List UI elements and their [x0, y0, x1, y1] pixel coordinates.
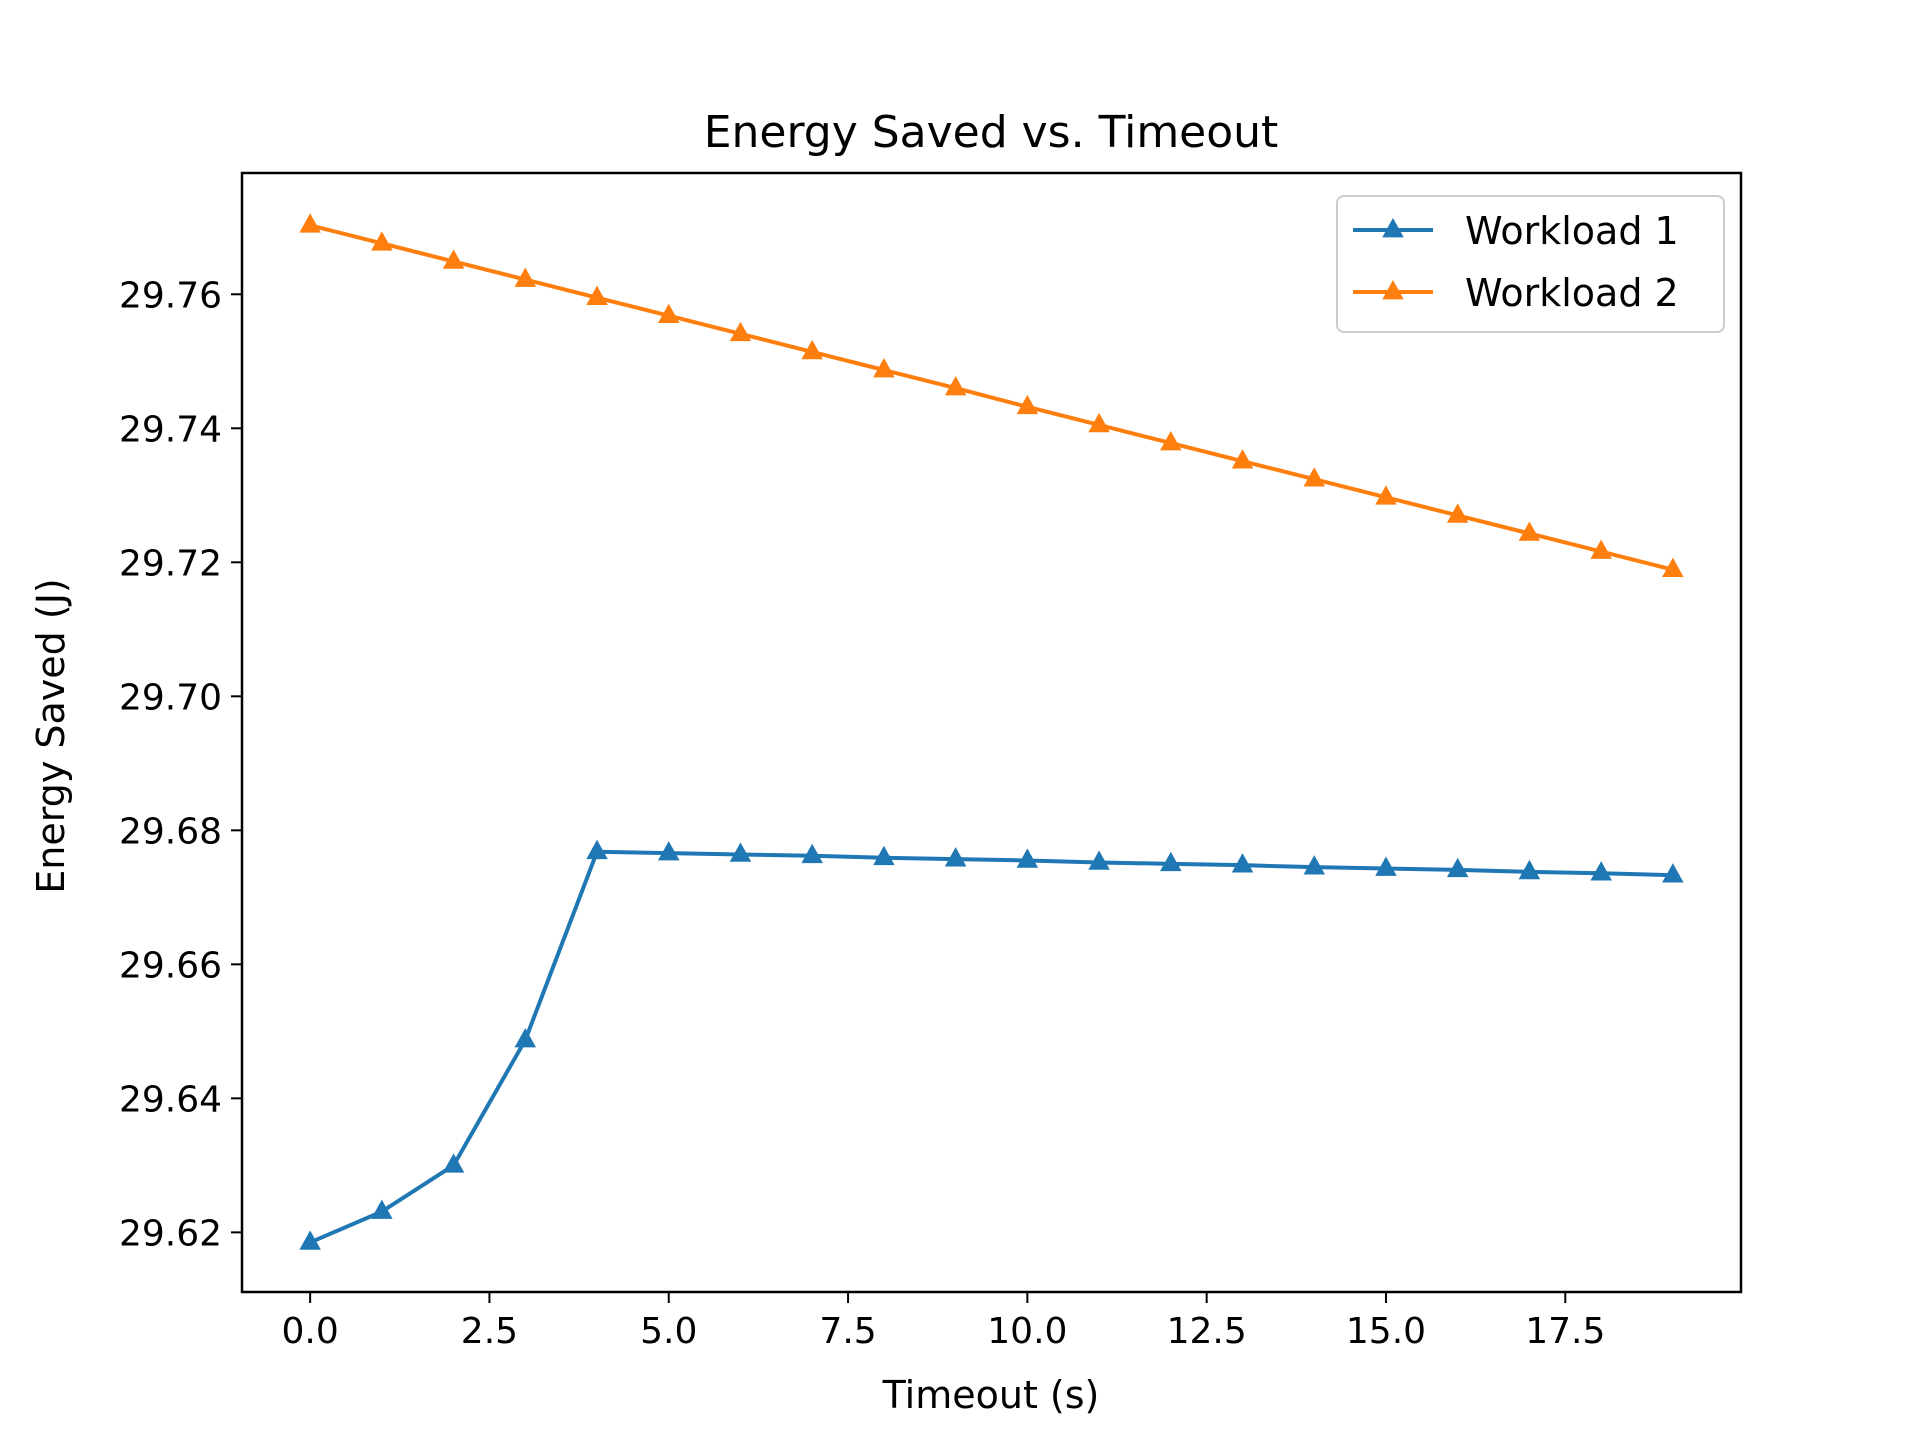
chart-title: Energy Saved vs. Timeout — [704, 107, 1279, 158]
y-tick-label: 29.64 — [119, 1079, 222, 1120]
x-tick-label: 10.0 — [987, 1311, 1067, 1352]
data-point-marker — [1231, 449, 1254, 469]
data-point-marker — [1303, 467, 1326, 487]
legend-label: Workload 2 — [1465, 271, 1679, 315]
data-point-marker — [1303, 855, 1326, 875]
y-tick-label: 29.68 — [119, 811, 222, 852]
series-2 — [299, 213, 1684, 577]
data-point-marker — [657, 841, 680, 861]
data-point-marker — [1590, 539, 1612, 559]
data-point-marker — [1088, 412, 1110, 433]
axes-frame — [240, 171, 1743, 1294]
x-tick-label: 17.5 — [1525, 1311, 1605, 1352]
legend-label: Workload 1 — [1465, 209, 1679, 253]
data-point-marker — [944, 376, 967, 396]
data-point-marker — [442, 249, 465, 269]
data-point-marker — [1088, 850, 1110, 870]
data-point-marker — [1160, 851, 1182, 872]
plot-background — [242, 173, 1741, 1292]
x-axis-label: Timeout (s) — [882, 1373, 1100, 1417]
data-point-marker — [1446, 857, 1469, 878]
x-tick-label: 15.0 — [1346, 1311, 1426, 1352]
legend: Workload 1 Workload 2 — [1336, 195, 1725, 333]
data-point-marker — [873, 845, 895, 866]
y-tick-label: 29.66 — [119, 945, 222, 986]
series-line — [307, 222, 1676, 573]
data-point-marker — [1375, 485, 1397, 505]
data-point-marker — [371, 1199, 393, 1219]
data-point-marker — [299, 1230, 321, 1250]
x-tick-label: 12.5 — [1167, 1311, 1247, 1352]
data-point-marker — [586, 839, 608, 860]
legend-box — [1336, 195, 1725, 333]
data-point-marker — [1662, 557, 1684, 577]
y-tick-label: 29.72 — [119, 543, 222, 584]
x-tick-label: 0.0 — [282, 1311, 339, 1352]
data-point-marker — [1518, 859, 1541, 880]
legend-entry: Workload 1 — [1353, 209, 1679, 253]
data-point-marker — [1590, 861, 1612, 881]
data-point-marker — [801, 339, 823, 360]
data-point-marker — [1518, 521, 1541, 541]
data-point-marker — [586, 285, 608, 305]
axes-layer: 0.0 2.5 5.0 7.5 10.0 12.5 15.0 17.5 29.62 29.64 29… — [119, 171, 1743, 1352]
y-tick-label: 29.76 — [119, 275, 222, 316]
y-axis-label: Energy Saved (J) — [29, 578, 73, 893]
data-point-marker — [1446, 503, 1469, 523]
data-point-marker — [801, 843, 823, 864]
data-point-marker — [729, 321, 752, 342]
data-point-marker — [1016, 848, 1039, 868]
data-point-marker — [873, 357, 895, 378]
y-tick-label: 29.74 — [119, 409, 222, 450]
data-point-marker — [1375, 856, 1397, 876]
series-1 — [299, 839, 1684, 1250]
data-point-marker — [1160, 431, 1182, 451]
data-point-marker — [1662, 863, 1684, 883]
data-point-marker — [729, 842, 752, 862]
data-point-marker — [657, 303, 680, 324]
data-point-marker — [442, 1153, 465, 1173]
legend-marker-swatch — [1382, 217, 1404, 238]
series-layer — [299, 213, 1684, 1250]
legend-marker-swatch — [1382, 279, 1404, 300]
y-tick-label: 29.70 — [119, 677, 222, 718]
series-line — [307, 849, 1675, 1246]
data-point-marker — [1231, 853, 1254, 873]
data-point-marker — [514, 267, 537, 287]
data-point-marker — [944, 847, 967, 867]
data-point-marker — [371, 231, 393, 251]
x-tick-label: 5.0 — [640, 1311, 697, 1352]
x-tick-label: 2.5 — [461, 1311, 518, 1352]
data-point-marker — [299, 213, 321, 233]
plot-area — [242, 173, 1741, 1292]
data-point-marker — [1016, 394, 1039, 415]
y-tick-label: 29.62 — [119, 1213, 222, 1254]
data-point-marker — [514, 1028, 537, 1048]
legend-entry: Workload 2 — [1353, 271, 1679, 315]
x-tick-label: 7.5 — [819, 1311, 876, 1352]
